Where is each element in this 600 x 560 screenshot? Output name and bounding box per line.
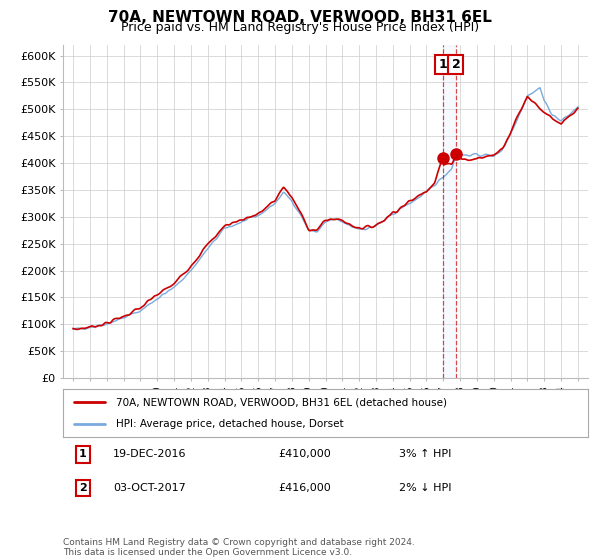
Text: £410,000: £410,000 — [278, 450, 331, 459]
Text: HPI: Average price, detached house, Dorset: HPI: Average price, detached house, Dors… — [115, 419, 343, 429]
Bar — [443, 45, 456, 378]
Text: £416,000: £416,000 — [278, 483, 331, 493]
Text: 1: 1 — [438, 58, 447, 71]
Text: 1: 1 — [79, 450, 87, 459]
Text: 70A, NEWTOWN ROAD, VERWOOD, BH31 6EL (detached house): 70A, NEWTOWN ROAD, VERWOOD, BH31 6EL (de… — [115, 397, 446, 407]
Text: Contains HM Land Registry data © Crown copyright and database right 2024.
This d: Contains HM Land Registry data © Crown c… — [63, 538, 415, 557]
Text: 2% ↓ HPI: 2% ↓ HPI — [399, 483, 452, 493]
Text: 19-DEC-2016: 19-DEC-2016 — [113, 450, 187, 459]
Text: 03-OCT-2017: 03-OCT-2017 — [113, 483, 185, 493]
Text: Price paid vs. HM Land Registry's House Price Index (HPI): Price paid vs. HM Land Registry's House … — [121, 21, 479, 34]
Text: 2: 2 — [79, 483, 87, 493]
Text: 70A, NEWTOWN ROAD, VERWOOD, BH31 6EL: 70A, NEWTOWN ROAD, VERWOOD, BH31 6EL — [108, 10, 492, 25]
Text: 2: 2 — [452, 58, 460, 71]
Text: 3% ↑ HPI: 3% ↑ HPI — [399, 450, 451, 459]
